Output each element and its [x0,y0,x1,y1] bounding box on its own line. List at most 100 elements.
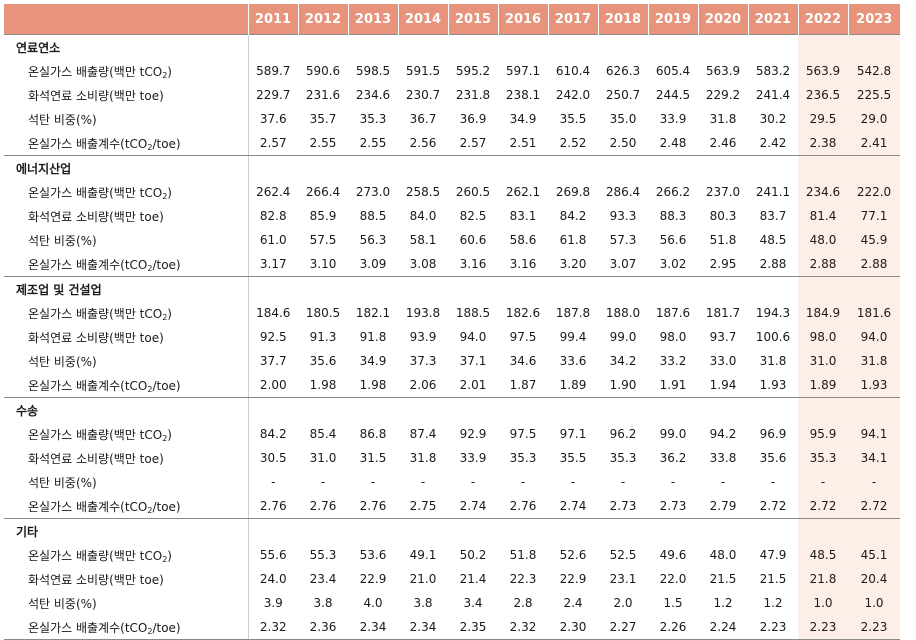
value-cell: 48.0 [798,228,848,252]
empty-cell [298,397,348,422]
value-cell: 85.9 [309,209,337,223]
year-header: 2012 [297,4,348,35]
value-cell: 2.88 [748,252,798,277]
value-cell: 2.30 [548,615,598,640]
category-row: 수송 [4,397,900,422]
value-cell: 563.9 [798,59,848,83]
value-cell: 225.5 [848,83,900,107]
value-cell: 21.0 [409,572,437,586]
empty-cell [698,155,748,180]
value-cell: 31.0 [309,451,337,465]
value-cell: 260.5 [455,185,491,199]
table-row: 온실가스 배출량(백만 tCO2) 55.6 55.3 53.6 49.1 50.2 51.… [4,543,900,567]
value-cell: 2.46 [698,131,748,156]
value-cell: 229.2 [705,88,741,102]
value-cell: 34.9 [509,112,537,126]
value-cell: 45.9 [848,228,900,252]
value-cell: 266.2 [655,185,691,199]
empty-cell [348,518,398,543]
value-cell: 52.5 [609,548,637,562]
value-cell: 58.6 [509,233,537,247]
value-cell: 51.8 [709,233,737,247]
value-cell: 2.24 [698,615,748,640]
value-cell: 33.9 [459,451,487,465]
value-cell: 2.01 [448,373,498,398]
table-row: 온실가스 배출계수(tCO2/toe) 2.32 2.36 2.34 2.34 2.35 2… [4,615,900,640]
empty-cell [548,518,598,543]
value-cell: 2.74 [548,494,598,519]
value-cell: 36.9 [459,112,487,126]
value-cell: 2.55 [348,131,398,156]
empty-cell [448,397,498,422]
value-cell: 180.5 [305,306,341,320]
empty-cell [598,397,648,422]
value-cell: 2.34 [348,615,398,640]
value-cell: 88.5 [359,209,387,223]
value-cell: 48.5 [759,233,787,247]
value-cell: 1.0 [848,591,900,615]
value-cell: 98.0 [659,330,687,344]
header-corner [4,4,248,35]
year-header: 2014 [397,4,448,35]
row-label: 화석연료 소비량(백만 toe) [28,451,164,466]
value-cell: - [520,475,526,489]
value-cell: 2.88 [798,252,848,277]
empty-cell [648,397,698,422]
value-cell: 2.0 [613,596,633,610]
value-cell: 98.0 [798,325,848,349]
row-label: 온실가스 배출량(백만 tCO2) [28,185,172,201]
value-cell: 88.3 [659,209,687,223]
value-cell: - [420,475,426,489]
value-cell: 35.7 [309,112,337,126]
value-cell: 31.5 [359,451,387,465]
value-cell: 1.91 [648,373,698,398]
empty-cell [598,155,648,180]
value-cell: 99.4 [559,330,587,344]
value-cell: 188.0 [605,306,641,320]
empty-cell [848,155,900,180]
value-cell: 93.9 [409,330,437,344]
value-cell: 34.1 [848,446,900,470]
table-row: 화석연료 소비량(백만 toe) 82.8 85.9 88.5 84.0 82.5 83.1… [4,204,900,228]
value-cell: 1.89 [548,373,598,398]
value-cell: 4.0 [363,596,383,610]
value-cell: 2.76 [247,494,298,519]
empty-cell [748,276,798,301]
value-cell: 31.8 [848,349,900,373]
value-cell: 182.1 [355,306,391,320]
row-label: 온실가스 배출량(백만 tCO2) [28,64,172,80]
value-cell: 91.3 [309,330,337,344]
value-cell: 31.8 [409,451,437,465]
value-cell: 48.5 [798,543,848,567]
empty-cell [698,518,748,543]
value-cell: 33.9 [659,112,687,126]
empty-cell [548,276,598,301]
value-cell: 234.6 [798,180,848,204]
empty-cell [247,276,298,301]
category-label: 수송 [4,397,248,422]
value-cell: 91.8 [359,330,387,344]
table-row: 화석연료 소비량(백만 toe) 92.5 91.3 91.8 93.9 94.0 97.5… [4,325,900,349]
value-cell: 48.0 [709,548,737,562]
table-row: 석탄 비중(%) - - - - - - - - - - - - - [4,470,900,494]
value-cell: 3.16 [448,252,498,277]
value-cell: 99.0 [659,427,687,441]
empty-cell [548,155,598,180]
value-cell: - [848,470,900,494]
row-label: 석탄 비중(%) [28,596,97,611]
value-cell: 182.6 [505,306,541,320]
empty-cell [598,276,648,301]
table-row: 화석연료 소비량(백만 toe) 30.5 31.0 31.5 31.8 33.9 35.3… [4,446,900,470]
value-cell: 1.0 [798,591,848,615]
table-row: 석탄 비중(%) 37.6 35.7 35.3 36.7 36.9 34.9 35.5 35.0… [4,107,900,131]
value-cell: 29.0 [848,107,900,131]
value-cell: 3.09 [348,252,398,277]
empty-cell [798,276,848,301]
value-cell: 23.4 [309,572,337,586]
header-row: 2011 2012 2013 2014 2015 2016 2017 2018 2019 2020… [4,4,900,35]
value-cell: 97.1 [559,427,587,441]
value-cell: 37.1 [459,354,487,368]
category-row: 제조업 및 건설업 [4,276,900,301]
value-cell: 34.6 [509,354,537,368]
empty-cell [698,34,748,59]
